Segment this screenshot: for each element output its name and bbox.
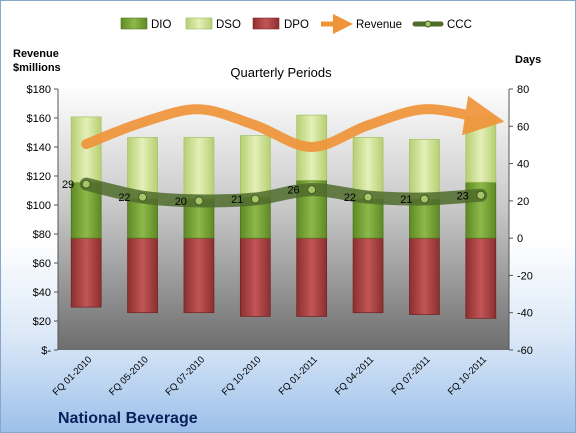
x-tick-label: FQ 07-2011: [389, 354, 432, 397]
ccc-marker: [194, 196, 204, 206]
legend-swatch-dpo: [252, 17, 280, 30]
bar-dpo: [127, 237, 158, 314]
left-tick-label: $80: [33, 229, 51, 241]
right-tick-label: 60: [517, 121, 529, 133]
bar-dio: [352, 198, 384, 239]
right-tick-label: -40: [517, 308, 533, 320]
legend-swatch-dio: [120, 17, 148, 30]
ccc-data-label: 29: [62, 179, 74, 191]
left-axis-title-line1: Revenue: [13, 48, 59, 60]
bar-dso: [409, 138, 440, 200]
left-tick-label: $-: [41, 345, 51, 357]
bar-dso: [352, 137, 384, 200]
ccc-data-label: 22: [344, 192, 356, 204]
left-tick-label: $40: [33, 287, 51, 299]
bar-dso: [465, 116, 497, 183]
x-tick-label: FQ 01-2010: [51, 354, 95, 398]
ccc-data-label: 23: [457, 190, 469, 202]
ccc-line: [79, 177, 488, 208]
right-tick-label: 40: [517, 159, 529, 171]
legend: DIO DSO DPO Revenue CCC: [120, 14, 472, 34]
legend-label-ccc: CCC: [447, 19, 472, 31]
x-tick-label: FQ 10-2010: [220, 354, 264, 398]
legend-label-dso: DSO: [216, 19, 241, 31]
ccc-marker: [250, 194, 260, 204]
bar-dpo: [352, 237, 384, 314]
bar-dso: [70, 116, 102, 183]
x-tick-label: FQ 04-2011: [333, 354, 376, 397]
legend-label-revenue: Revenue: [356, 19, 402, 31]
right-tick-label: 20: [517, 196, 529, 208]
ccc-marker: [419, 194, 429, 204]
x-axis: FQ 01-2010 FQ 05-2010 FQ 07-2010 FQ 10-2010…: [51, 354, 489, 398]
ccc-data-label: 21: [400, 194, 412, 206]
left-tick-label: $20: [33, 316, 51, 328]
x-tick-label: FQ 07-2010: [163, 354, 207, 398]
bar-dso: [183, 137, 215, 200]
right-axis: -60 -40 -20 0 20 40 60 80: [508, 84, 533, 357]
left-tick-label: $60: [33, 258, 51, 270]
line-layer: 29 22 20 21 26 22 21 23: [62, 95, 505, 208]
ccc-data-label: 22: [118, 192, 130, 204]
ccc-marker: [307, 185, 317, 195]
legend-label-dio: DIO: [151, 19, 172, 31]
legend-swatch-dso: [185, 17, 213, 30]
legend-label-dpo: DPO: [284, 19, 309, 31]
bar-dso: [239, 135, 271, 198]
bar-dpo: [70, 237, 102, 308]
legend-swatch-ccc-marker: [424, 20, 432, 28]
left-tick-label: $140: [27, 142, 51, 154]
bar-dpo: [239, 237, 271, 317]
company-name: National Beverage: [58, 410, 198, 427]
ccc-data-label: 26: [287, 185, 299, 197]
x-tick-label: FQ 10-2011: [446, 354, 489, 397]
bar-dpo: [183, 237, 215, 314]
left-tick-label: $160: [27, 113, 51, 125]
bar-dpo: [465, 237, 497, 319]
ccc-marker: [138, 192, 148, 202]
ccc-marker: [363, 192, 373, 202]
ccc-marker: [81, 179, 91, 189]
left-axis: $- $20 $40 $60 $80 $100 $120 $140 $160 $180: [27, 84, 59, 357]
left-tick-label: $100: [27, 200, 51, 212]
left-tick-label: $120: [27, 171, 51, 183]
left-axis-title-line2: $millions: [13, 62, 61, 74]
ccc-marker: [476, 190, 486, 200]
bar-dpo: [296, 237, 328, 317]
left-tick-label: $180: [27, 84, 51, 96]
chart-title: Quarterly Periods: [230, 65, 332, 80]
right-tick-label: -60: [517, 345, 533, 357]
right-tick-label: 0: [517, 233, 523, 245]
right-axis-title: Days: [515, 54, 541, 66]
x-tick-label: FQ 05-2010: [107, 354, 151, 398]
revenue-line: [81, 95, 505, 152]
ccc-data-label: 20: [175, 196, 187, 208]
bar-dpo: [409, 237, 440, 315]
right-tick-label: 80: [517, 84, 529, 96]
ccc-data-label: 21: [231, 194, 243, 206]
x-tick-label: FQ 01-2011: [277, 354, 320, 397]
right-tick-label: -20: [517, 270, 533, 282]
bar-layer: [70, 114, 497, 319]
